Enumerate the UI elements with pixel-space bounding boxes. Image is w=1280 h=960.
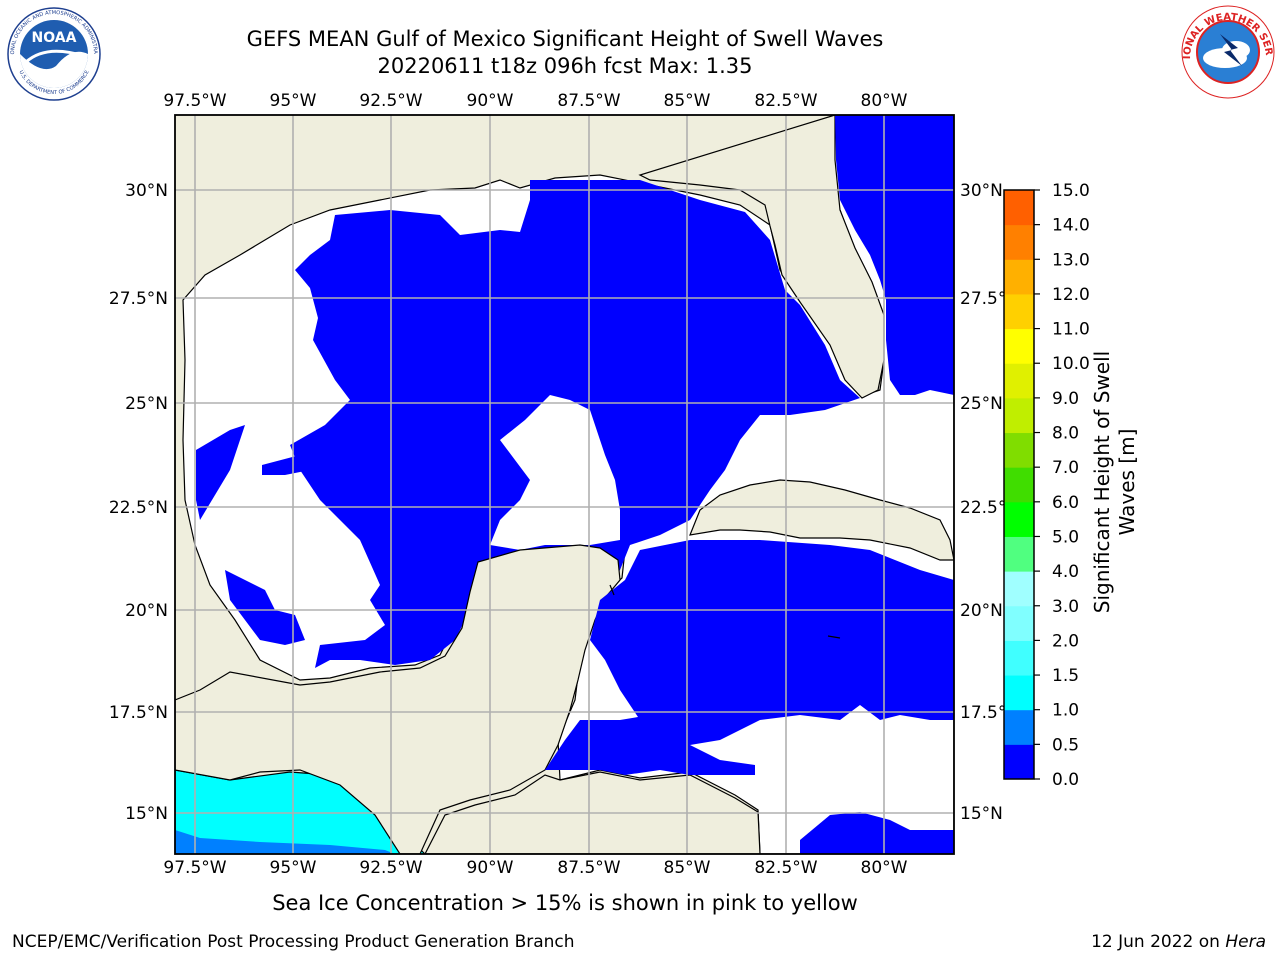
lat-label-left: 15°N bbox=[125, 804, 168, 824]
colorbar-segment bbox=[1004, 501, 1034, 537]
lat-label-left: 30°N bbox=[125, 181, 168, 201]
lon-label-top: 90°W bbox=[467, 91, 514, 111]
colorbar bbox=[1003, 189, 1035, 780]
colorbar-tick-label: 13.0 bbox=[1052, 250, 1090, 270]
lon-label-top: 97.5°W bbox=[163, 91, 226, 111]
colorbar-tick-label: 9.0 bbox=[1052, 389, 1079, 409]
lat-label-left: 25°N bbox=[125, 394, 168, 414]
colorbar-segment bbox=[1004, 605, 1034, 641]
lat-labels-left: 30°N 27.5°N 25°N 22.5°N 20°N 17.5°N 15°N bbox=[109, 181, 168, 824]
colorbar-segment bbox=[1004, 571, 1034, 607]
colorbar-segment bbox=[1004, 224, 1034, 260]
swell-region-atlantic bbox=[835, 115, 954, 395]
colorbar-tick-label: 0.0 bbox=[1052, 770, 1079, 790]
swell-region-bay-campeche bbox=[225, 570, 305, 645]
lon-label-top: 80°W bbox=[861, 91, 908, 111]
colorbar-segment bbox=[1004, 467, 1034, 503]
lon-labels-bottom: 97.5°W 95°W 92.5°W 90°W 87.5°W 85°W 82.5… bbox=[163, 858, 907, 878]
lat-label-right: 20°N bbox=[960, 601, 1003, 621]
footer-date-text: 12 Jun 2022 on bbox=[1091, 932, 1220, 952]
lat-label-left: 22.5°N bbox=[109, 498, 168, 518]
sea-ice-note: Sea Ice Concentration > 15% is shown in … bbox=[272, 891, 858, 915]
lon-label-top: 95°W bbox=[270, 91, 317, 111]
footer-credit: NCEP/EMC/Verification Post Processing Pr… bbox=[12, 932, 575, 952]
lon-label-top: 82.5°W bbox=[754, 91, 817, 111]
noaa-logo: NOAA NATIONAL OCEANIC AND ATMOSPHERIC AD… bbox=[6, 6, 101, 101]
lat-label-right: 15°N bbox=[960, 804, 1003, 824]
colorbar-title-line1: Significant Height of Swell bbox=[1090, 350, 1114, 614]
lon-label-top: 85°W bbox=[664, 91, 711, 111]
grand-cayman-mark bbox=[827, 635, 841, 639]
colorbar-ticks: 0.0 0.5 1.0 1.5 2.0 3.0 4.0 5.0 6.0 7.0 8.0 9.0 10.0… bbox=[1034, 181, 1090, 790]
lat-label-right: 25°N bbox=[960, 394, 1003, 414]
map-frame bbox=[174, 114, 955, 855]
lon-label-top: 92.5°W bbox=[359, 91, 422, 111]
cozumel-mark bbox=[609, 584, 615, 596]
graticule bbox=[175, 115, 954, 854]
lat-label-right: 30°N bbox=[960, 181, 1003, 201]
colorbar-tick-label: 10.0 bbox=[1052, 354, 1090, 374]
colorbar-segment bbox=[1004, 640, 1034, 676]
colorbar-segment bbox=[1004, 432, 1034, 468]
pacific-water-deep bbox=[175, 830, 395, 854]
lon-label-bottom: 92.5°W bbox=[359, 858, 422, 878]
colorbar-tick-label: 12.0 bbox=[1052, 285, 1090, 305]
lat-label-left: 27.5°N bbox=[109, 289, 168, 309]
colorbar-segment bbox=[1004, 675, 1034, 711]
lon-labels-top: 97.5°W 95°W 92.5°W 90°W 87.5°W 85°W 82.5… bbox=[163, 91, 907, 111]
footer-host: Hera bbox=[1225, 932, 1266, 952]
colorbar-title-line2: Waves [m] bbox=[1115, 428, 1139, 536]
colorbar-frame bbox=[1003, 189, 1035, 780]
colorbar-tick-label: 3.0 bbox=[1052, 597, 1079, 617]
swell-region-honduras bbox=[545, 715, 755, 775]
colorbar-segment bbox=[1004, 293, 1034, 330]
nws-logo: NATIONAL WEATHER SERVICE bbox=[1180, 4, 1275, 99]
footer-date: 12 Jun 2022 on Hera bbox=[1091, 932, 1266, 952]
chart-subtitle: 20220611 t18z 096h fcst Max: 1.35 bbox=[377, 54, 753, 78]
swell-region-caribbean bbox=[590, 540, 954, 745]
swell-region-west-2 bbox=[262, 455, 310, 475]
colorbar-segment bbox=[1004, 744, 1034, 780]
colorbar-tick-label: 15.0 bbox=[1052, 181, 1090, 201]
colorbar-segment bbox=[1004, 709, 1034, 745]
lon-label-bottom: 97.5°W bbox=[163, 858, 226, 878]
lon-label-bottom: 82.5°W bbox=[754, 858, 817, 878]
colorbar-tick-label: 1.0 bbox=[1052, 701, 1079, 721]
swell-region-west bbox=[196, 425, 245, 520]
colorbar-tick-label: 5.0 bbox=[1052, 527, 1079, 547]
lat-label-left: 20°N bbox=[125, 601, 168, 621]
lon-label-bottom: 87.5°W bbox=[557, 858, 620, 878]
lon-label-bottom: 90°W bbox=[467, 858, 514, 878]
cuba-land bbox=[689, 479, 954, 561]
colorbar-tick-label: 4.0 bbox=[1052, 562, 1079, 582]
colorbar-segment bbox=[1004, 259, 1034, 295]
lon-label-top: 87.5°W bbox=[557, 91, 620, 111]
colorbar-segment bbox=[1004, 397, 1034, 434]
noaa-logo-text: NOAA bbox=[32, 30, 77, 46]
chart-title: GEFS MEAN Gulf of Mexico Significant Hei… bbox=[246, 27, 884, 51]
colorbar-segment bbox=[1004, 363, 1034, 399]
colorbar-tick-label: 2.0 bbox=[1052, 631, 1079, 651]
lon-label-bottom: 85°W bbox=[664, 858, 711, 878]
colorbar-segment bbox=[1004, 328, 1034, 364]
swell-region-se-caribbean bbox=[800, 812, 954, 854]
colorbar-segment bbox=[1004, 536, 1034, 572]
lon-label-bottom: 95°W bbox=[270, 858, 317, 878]
colorbar-tick-label: 14.0 bbox=[1052, 216, 1090, 236]
map-panel bbox=[175, 115, 954, 854]
swell-calm-patch bbox=[490, 395, 620, 550]
colorbar-tick-label: 0.5 bbox=[1052, 735, 1079, 755]
colorbar-tick-label: 1.5 bbox=[1052, 666, 1079, 686]
lon-label-bottom: 80°W bbox=[861, 858, 908, 878]
colorbar-tick-label: 11.0 bbox=[1052, 320, 1090, 340]
colorbar-tick-label: 6.0 bbox=[1052, 493, 1079, 513]
lat-label-left: 17.5°N bbox=[109, 703, 168, 723]
colorbar-segment bbox=[1004, 190, 1034, 226]
colorbar-tick-label: 8.0 bbox=[1052, 424, 1079, 444]
florida-land bbox=[638, 115, 885, 399]
colorbar-tick-label: 7.0 bbox=[1052, 458, 1079, 478]
